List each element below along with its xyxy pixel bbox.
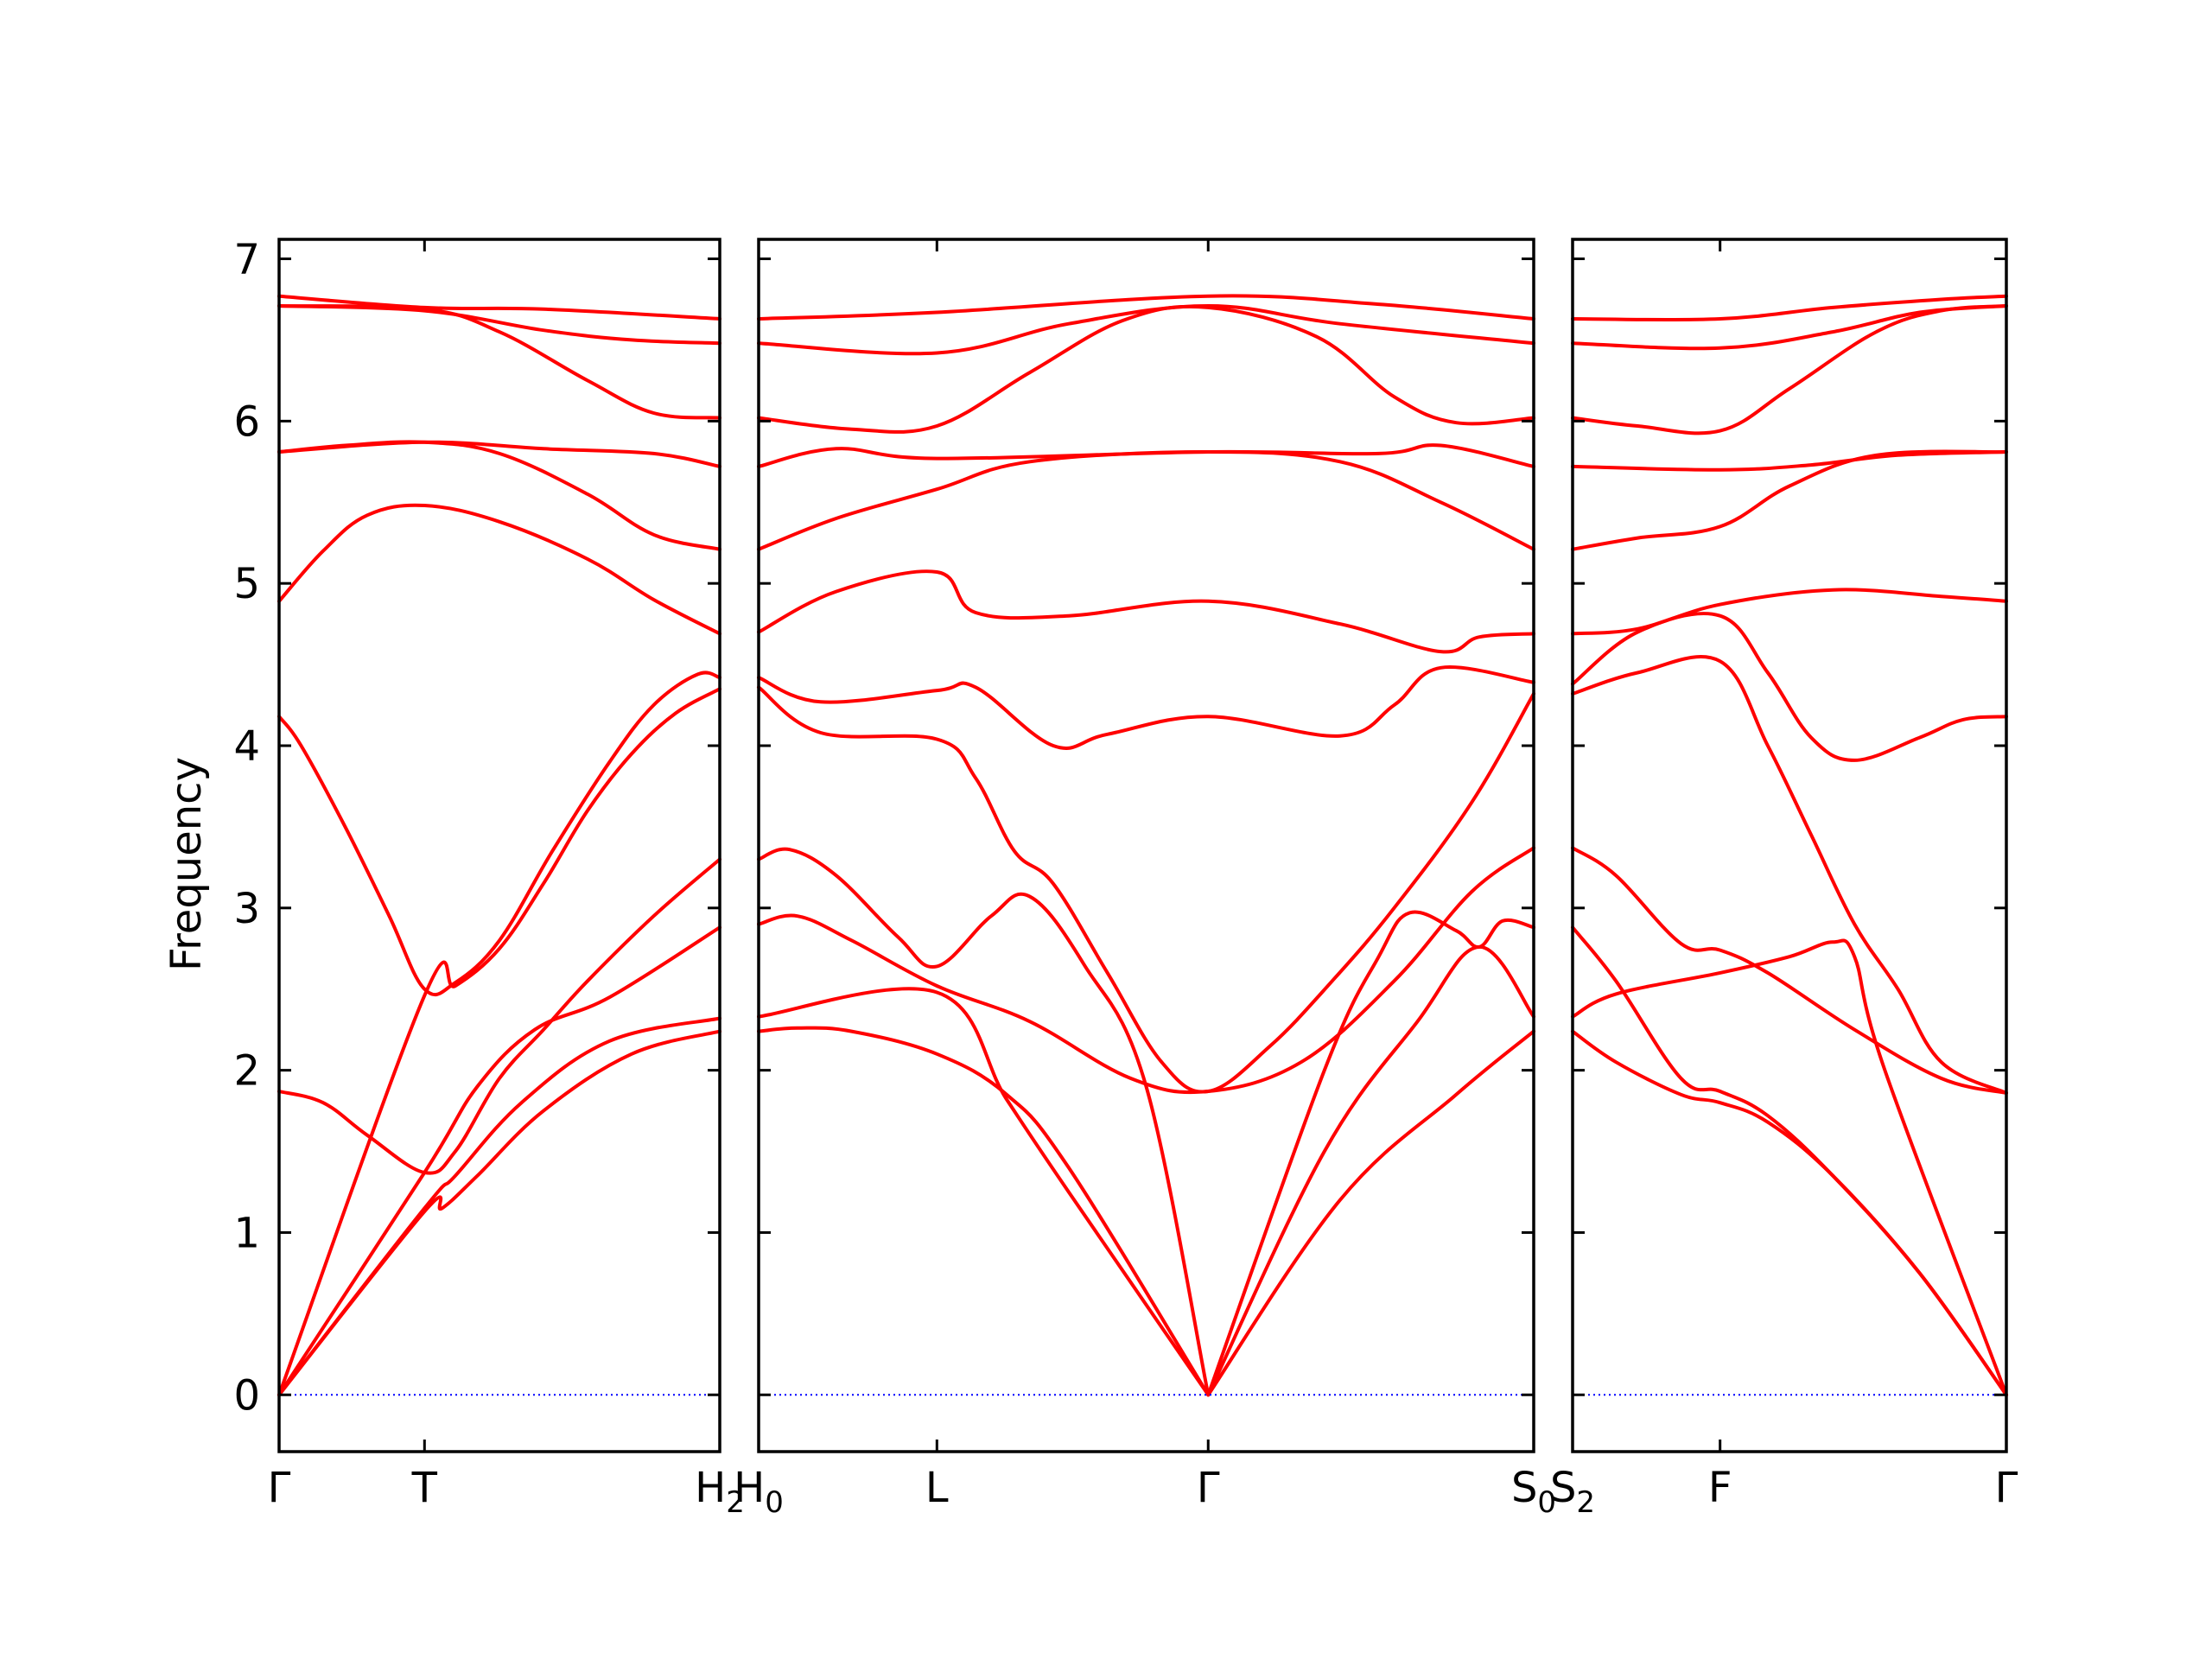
x-tick-label-text: Γ	[1995, 1464, 2018, 1512]
x-tick-label-text: H	[734, 1464, 765, 1512]
band-line-8	[757, 450, 1535, 551]
band-line-10	[757, 304, 1535, 434]
y-tick-label: 1	[233, 1209, 260, 1257]
band-line-3	[1571, 925, 2008, 1397]
band-line-6	[757, 685, 1535, 1094]
band-line-8	[1571, 449, 2008, 551]
band-line-13	[1206, 910, 1535, 1397]
panel-3: S2 F Γ	[1550, 238, 2018, 1520]
band-line-7	[757, 569, 1535, 654]
band-line-1	[1571, 1029, 2008, 1397]
panel-frame	[277, 238, 721, 1453]
x-tick-label-subscript: 0	[765, 1485, 784, 1520]
y-tick-label: 2	[233, 1047, 260, 1096]
band-line-7	[1571, 588, 2008, 636]
x-tick-label: Γ	[1995, 1464, 2018, 1512]
band-line-15	[1206, 1029, 1535, 1397]
band-line-5	[757, 665, 1535, 750]
band-line-4	[757, 847, 1211, 1397]
x-tick-label: H2	[695, 1464, 745, 1520]
band-line-9	[757, 443, 1535, 468]
band-line-5	[1571, 655, 2008, 1095]
x-tick-label: L	[925, 1464, 949, 1512]
band-line-12	[1571, 294, 2008, 322]
band-line-4	[1571, 846, 2008, 1095]
band-line-12	[757, 294, 1535, 321]
y-tick-label: 5	[233, 560, 260, 608]
x-tick-label-subscript: 2	[1576, 1485, 1595, 1520]
band-line-7	[277, 503, 721, 636]
y-tick-label: 4	[233, 722, 260, 771]
x-tick-label-text: S	[1550, 1464, 1576, 1512]
band-line-8	[277, 440, 721, 551]
x-tick-label: Γ	[1197, 1464, 1220, 1512]
band-line-11	[277, 304, 721, 346]
band-line-1	[757, 1026, 1211, 1397]
x-tick-label-text: H	[695, 1464, 726, 1512]
y-tick-label: 3	[233, 885, 260, 933]
band-line-11	[757, 304, 1535, 356]
band-line-4	[277, 671, 721, 997]
y-tick-label: 6	[233, 397, 260, 446]
band-line-3	[757, 846, 1535, 1095]
band-line-14	[1206, 944, 1535, 1397]
x-tick-label-text: L	[925, 1464, 949, 1512]
x-tick-label: F	[1708, 1464, 1732, 1512]
y-axis-label: Frequency	[162, 757, 211, 971]
y-tick-label: 7	[233, 236, 260, 284]
band-line-12	[277, 294, 721, 321]
x-tick-label-text: Γ	[1197, 1464, 1220, 1512]
x-tick-label: T	[411, 1464, 438, 1512]
band-line-5	[277, 857, 721, 1175]
x-tick-label-text: T	[411, 1464, 438, 1512]
x-tick-label: Γ	[268, 1464, 291, 1512]
panel-2: H0 L Γ S0	[734, 238, 1556, 1520]
band-line-6	[277, 925, 721, 1397]
band-line-6	[1571, 612, 2008, 762]
band-line-2	[1571, 938, 2008, 1397]
band-line-2	[757, 987, 1211, 1397]
band-line-9	[277, 440, 721, 468]
band-line-11	[1571, 304, 2008, 351]
band-line-9	[1571, 450, 2008, 472]
panel-frame	[757, 238, 1535, 1453]
panel-frame	[1571, 238, 2008, 1453]
x-tick-label-subscript: 0	[1537, 1485, 1556, 1520]
band-line-2	[277, 1016, 721, 1397]
band-line-3	[277, 687, 721, 1397]
x-tick-label: S0	[1511, 1464, 1556, 1520]
x-tick-label: H0	[734, 1464, 784, 1520]
x-tick-label-text: Γ	[268, 1464, 291, 1512]
band-line-10	[1571, 304, 2008, 435]
y-tick-label: 0	[233, 1371, 260, 1420]
x-tick-label-subscript: 2	[726, 1485, 745, 1520]
x-tick-label-text: S	[1511, 1464, 1537, 1512]
x-tick-label: S2	[1550, 1464, 1595, 1520]
x-tick-label-text: F	[1708, 1464, 1732, 1512]
